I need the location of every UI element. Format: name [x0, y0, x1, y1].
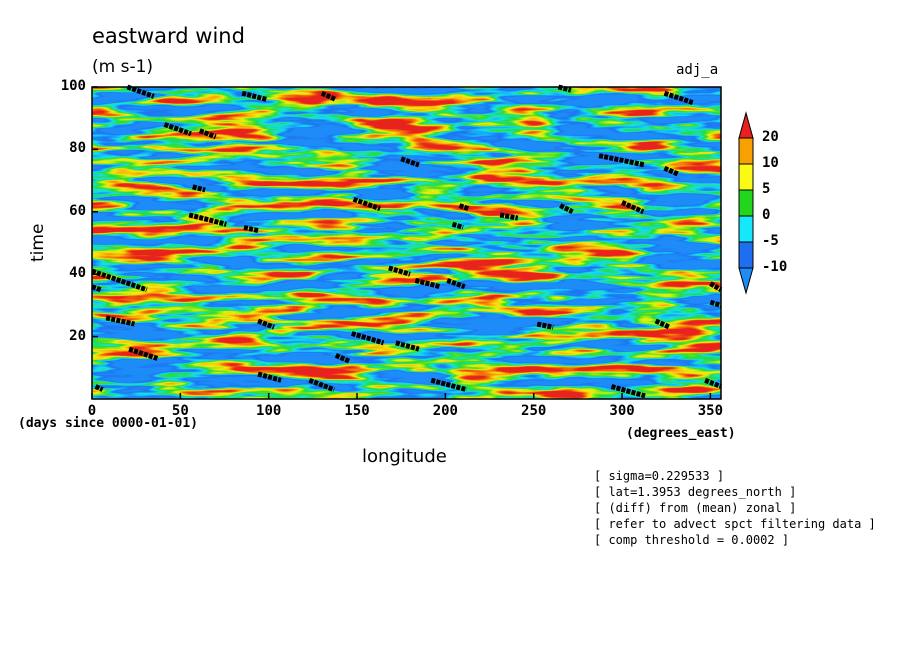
x-tick-label: 250	[521, 403, 547, 419]
x-tick-label: 0	[87, 403, 97, 419]
streak-mark	[451, 221, 464, 230]
streak-mark	[704, 377, 722, 389]
note-line: [ refer to advect spct filtering data ]	[594, 517, 876, 531]
x-tick-label: 50	[171, 403, 189, 419]
streak-mark	[91, 268, 148, 293]
streak-mark	[709, 299, 722, 308]
streak-mark	[598, 153, 646, 168]
streak-mark	[192, 184, 206, 193]
y-ticks	[92, 86, 98, 338]
x-axis-units: (degrees_east)	[626, 426, 736, 441]
note-line: [ sigma=0.229533 ]	[594, 469, 725, 483]
chart-title: eastward wind	[92, 24, 245, 48]
x-axis-label: longitude	[362, 446, 447, 467]
colorbar-segment	[738, 215, 754, 243]
colorbar-extend-top	[738, 111, 754, 139]
x-tick-label: 350	[697, 403, 724, 419]
streak-mark	[388, 265, 411, 277]
streak-mark	[430, 377, 468, 393]
colorbar-label: 20	[762, 129, 779, 145]
streak-mark	[308, 377, 335, 392]
x-tick-label: 200	[432, 403, 458, 419]
streak-mark	[395, 340, 420, 352]
streak-mark	[188, 212, 227, 227]
colorbar-extend-bottom	[738, 267, 754, 295]
streak-mark	[105, 315, 135, 327]
streak-mark	[499, 212, 519, 221]
colorbar-label: -10	[762, 259, 788, 275]
streak-mark	[257, 371, 282, 383]
x-tick-label: 100	[256, 403, 282, 419]
streak-mark	[414, 278, 441, 290]
y-tick-label: 20	[69, 327, 86, 344]
streak-mark	[400, 156, 420, 168]
streak-mark	[352, 196, 381, 212]
y-tick-label: 100	[60, 78, 86, 94]
annotation-notes: [ sigma=0.229533 ] [ lat=1.3953 degrees_…	[594, 468, 876, 548]
streak-mark	[334, 353, 351, 364]
colorbar-label: 5	[762, 181, 771, 197]
y-axis-units: (days since 0000-01-01)	[18, 416, 199, 431]
x-ticks	[91, 393, 712, 399]
y-tick-label: 40	[69, 265, 86, 282]
streak-mark	[241, 90, 268, 102]
streak-mark	[91, 284, 102, 293]
streak-mark	[257, 318, 275, 330]
threshold-streaks	[91, 84, 723, 399]
plot-frame	[91, 86, 722, 400]
streak-mark	[94, 384, 104, 392]
colorbar-segment	[738, 163, 754, 191]
chart-units: (m s-1)	[92, 57, 154, 77]
colorbar	[738, 111, 754, 295]
streak-mark	[621, 200, 645, 215]
colorbar-label: 10	[762, 155, 779, 171]
y-tick-label: 80	[69, 140, 86, 157]
colorbar-segment	[738, 241, 754, 269]
streak-mark	[446, 278, 466, 290]
streak-mark	[709, 281, 723, 292]
streak-mark	[458, 203, 470, 212]
streak-mark	[654, 318, 671, 330]
streak-mark	[243, 224, 259, 233]
streak-mark	[610, 384, 646, 399]
colorbar-label: -5	[762, 233, 779, 249]
y-axis-label: time	[28, 223, 48, 262]
colorbar-segment	[738, 137, 754, 165]
note-line: [ lat=1.3953 degrees_north ]	[594, 485, 797, 499]
run-tag: adj_a	[676, 62, 719, 78]
streak-mark	[198, 128, 217, 140]
streak-mark	[320, 90, 337, 102]
streak-mark	[126, 84, 155, 99]
streak-mark	[663, 165, 680, 177]
streak-mark	[163, 122, 192, 137]
streak-mark	[559, 203, 574, 215]
streak-mark	[351, 331, 385, 346]
note-line: [ (diff) from (mean) zonal ]	[594, 501, 797, 515]
y-tick-label: 60	[69, 202, 86, 219]
colorbar-label: 0	[762, 207, 771, 223]
streak-mark	[536, 321, 554, 330]
x-tick-label: 150	[344, 403, 370, 419]
note-line: [ comp threshold = 0.0002 ]	[594, 533, 790, 547]
colorbar-segment	[738, 189, 754, 217]
x-tick-label: 300	[609, 403, 635, 419]
